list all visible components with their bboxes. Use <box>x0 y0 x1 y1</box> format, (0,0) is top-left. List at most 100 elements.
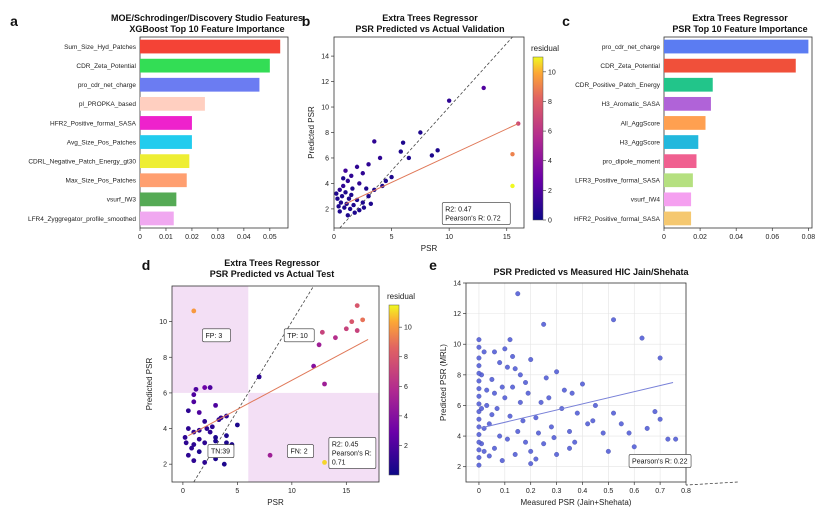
data-point <box>481 85 486 91</box>
y-axis-label: Predicted PSR <box>145 358 154 411</box>
x-tick-label: 0.8 <box>681 488 691 495</box>
data-point <box>574 410 580 416</box>
data-point <box>366 193 371 199</box>
y-tick-label: 12 <box>321 79 329 86</box>
data-point <box>618 421 624 427</box>
data-point <box>193 386 199 392</box>
x-tick-label: 0 <box>181 488 185 495</box>
y-tick-label: 10 <box>159 319 167 326</box>
stats-label-box <box>628 454 692 468</box>
data-point <box>476 337 482 343</box>
category-label: LFR3_Positive_formal_SASA <box>575 178 661 185</box>
colorbar-tick-label: 10 <box>548 69 556 76</box>
data-point <box>207 429 213 435</box>
data-point <box>476 363 482 369</box>
bar <box>664 77 713 92</box>
identity-line <box>685 481 738 486</box>
x-tick-label: 0.6 <box>629 488 639 495</box>
data-point <box>507 413 513 419</box>
data-point <box>213 402 218 408</box>
data-point <box>665 436 671 442</box>
data-point <box>337 209 342 214</box>
data-point <box>554 369 560 375</box>
data-point <box>499 458 505 464</box>
stats-label-box <box>328 437 377 469</box>
chart-title: PSR Top 10 Feature Importance <box>672 24 807 34</box>
bar <box>664 135 699 149</box>
bar <box>140 154 190 169</box>
bar <box>664 58 796 73</box>
bar <box>140 96 205 111</box>
data-point <box>357 181 362 186</box>
y-tick-label: 12 <box>453 311 461 318</box>
x-tick-label: 5 <box>235 488 239 495</box>
data-point <box>476 462 482 468</box>
data-point <box>372 139 377 144</box>
colorbar-tick-label: 0 <box>548 218 552 225</box>
data-point <box>191 392 197 398</box>
data-point <box>256 374 262 380</box>
y-tick-label: 4 <box>457 434 461 441</box>
y-tick-label: 14 <box>453 281 461 288</box>
data-point <box>343 190 348 195</box>
x-tick-label: 15 <box>503 234 511 241</box>
data-point <box>213 438 218 444</box>
category-label: pl_PROPKA_based <box>79 101 136 108</box>
data-point <box>611 410 616 416</box>
data-point <box>561 387 567 393</box>
quadrant-label: TP: 10 <box>287 333 308 340</box>
data-point <box>183 440 189 446</box>
data-point <box>590 418 596 424</box>
data-point <box>354 164 360 170</box>
x-tick-label: 0.1 <box>500 488 510 495</box>
chart-title: PSR Predicted vs Actual Validation <box>355 24 504 34</box>
data-point <box>504 364 510 370</box>
data-point <box>489 376 495 382</box>
colorbar <box>388 304 400 476</box>
data-point <box>546 395 552 401</box>
stats-label: R2: 0.45 <box>332 441 359 448</box>
data-point <box>523 380 528 385</box>
data-point <box>345 213 351 218</box>
data-point <box>338 200 344 205</box>
data-point <box>316 342 322 348</box>
x-tick-label: 0.01 <box>159 234 173 241</box>
chart-title: PSR Predicted vs Measured HIC Jain/Sheha… <box>493 267 689 277</box>
data-point <box>657 355 663 361</box>
data-point <box>364 186 369 191</box>
data-point <box>644 425 650 431</box>
y-tick-label: 6 <box>457 403 461 410</box>
bar <box>664 116 706 130</box>
colorbar-tick-label: 8 <box>548 99 552 106</box>
data-point <box>191 458 197 464</box>
data-point <box>207 385 213 390</box>
data-point <box>476 378 482 384</box>
data-point <box>191 308 197 314</box>
stats-label: Pearson's R: <box>332 450 372 457</box>
data-point <box>349 173 354 178</box>
x-tick-label: 0.06 <box>765 234 779 241</box>
bar <box>140 58 270 73</box>
data-point <box>492 445 497 451</box>
data-point <box>484 403 490 408</box>
data-point <box>224 440 229 446</box>
data-point <box>502 395 508 401</box>
data-point <box>389 174 394 180</box>
panel-label: b <box>302 13 311 29</box>
chart-title: Extra Trees Regressor <box>224 258 320 268</box>
data-point <box>476 393 482 399</box>
data-point <box>481 349 487 355</box>
data-point <box>224 433 229 439</box>
chart-title: Extra Trees Regressor <box>382 13 478 23</box>
x-tick-label: 0 <box>662 234 666 241</box>
data-point <box>406 155 412 161</box>
category-label: H3_Aromatic_SASA <box>601 101 660 108</box>
data-point <box>350 186 355 191</box>
data-point <box>377 155 383 161</box>
category-label: HFR2_Positive_formal_SASA <box>50 120 137 127</box>
y-tick-label: 14 <box>321 54 329 61</box>
data-point <box>528 357 534 362</box>
data-point <box>476 355 482 361</box>
data-point <box>515 429 521 434</box>
colorbar-label: residual <box>387 292 415 301</box>
